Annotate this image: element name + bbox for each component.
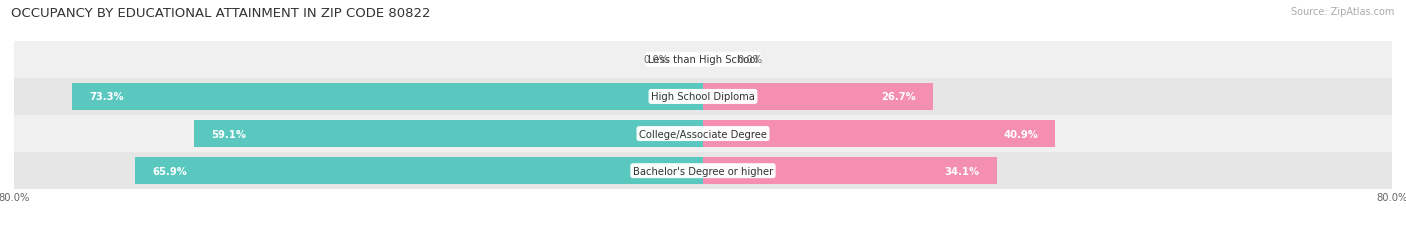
Bar: [703, 158, 997, 184]
Bar: [703, 84, 934, 110]
Text: Less than High School: Less than High School: [648, 55, 758, 65]
Text: 40.9%: 40.9%: [1002, 129, 1038, 139]
Bar: [14, 152, 1392, 189]
Text: 65.9%: 65.9%: [153, 166, 187, 176]
Bar: [135, 158, 703, 184]
Bar: [14, 42, 1392, 79]
Text: 73.3%: 73.3%: [89, 92, 124, 102]
Text: 34.1%: 34.1%: [945, 166, 980, 176]
Text: OCCUPANCY BY EDUCATIONAL ATTAINMENT IN ZIP CODE 80822: OCCUPANCY BY EDUCATIONAL ATTAINMENT IN Z…: [11, 7, 430, 20]
Text: High School Diploma: High School Diploma: [651, 92, 755, 102]
Text: Source: ZipAtlas.com: Source: ZipAtlas.com: [1291, 7, 1395, 17]
Text: 0.0%: 0.0%: [738, 55, 762, 65]
Bar: [14, 116, 1392, 152]
Bar: [14, 79, 1392, 116]
Bar: [72, 84, 703, 110]
Text: 0.0%: 0.0%: [644, 55, 669, 65]
Text: Bachelor's Degree or higher: Bachelor's Degree or higher: [633, 166, 773, 176]
Bar: [194, 121, 703, 147]
Text: 59.1%: 59.1%: [211, 129, 246, 139]
Text: College/Associate Degree: College/Associate Degree: [638, 129, 768, 139]
Bar: [703, 121, 1056, 147]
Text: 26.7%: 26.7%: [882, 92, 915, 102]
